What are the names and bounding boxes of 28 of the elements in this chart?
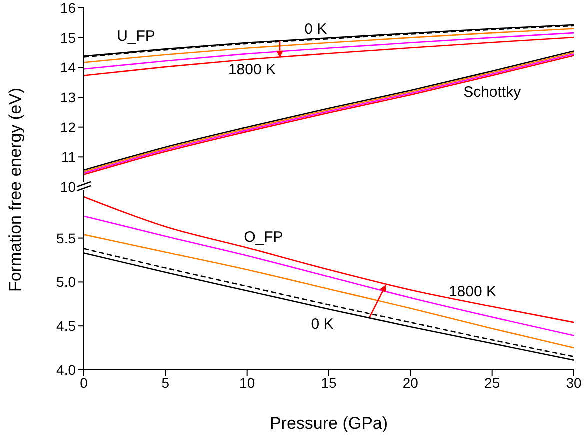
y-tick-label: 11 xyxy=(61,149,76,166)
x-axis-title: Pressure (GPa) xyxy=(270,414,388,433)
y-tick-label: 15 xyxy=(60,30,76,46)
y-tick-label: 13 xyxy=(60,89,76,106)
annotation: 1800 K xyxy=(228,61,276,78)
y-tick-label: 5.5 xyxy=(56,230,76,246)
x-tick-label: 20 xyxy=(402,374,419,391)
y-tick-label: 4.5 xyxy=(56,318,76,334)
y-tick-label: 4.0 xyxy=(56,362,76,378)
annotation: U_FP xyxy=(117,28,156,45)
x-tick-label: 0 xyxy=(80,374,88,391)
x-tick-label: 25 xyxy=(484,374,500,391)
x-tick-label: 15 xyxy=(321,374,337,391)
annotation: O_FP xyxy=(244,228,284,246)
annotation: 0 K xyxy=(311,316,334,333)
x-tick-label: 10 xyxy=(240,374,256,391)
annotation: 0 K xyxy=(304,21,328,38)
y-tick-label: 10 xyxy=(60,178,76,195)
line-series xyxy=(84,216,574,336)
y-tick-label: 14 xyxy=(60,60,76,76)
y-axis-title: Formation free energy (eV) xyxy=(6,88,26,292)
y-tick-label: 12 xyxy=(60,119,76,136)
y-tick-label: 5.0 xyxy=(56,274,76,290)
y-tick-label: 16 xyxy=(60,0,76,16)
annotation: Schottky xyxy=(464,84,522,101)
x-tick-label: 5 xyxy=(162,374,170,391)
annotation: 1800 K xyxy=(448,283,497,300)
x-tick-label: 30 xyxy=(566,374,582,391)
